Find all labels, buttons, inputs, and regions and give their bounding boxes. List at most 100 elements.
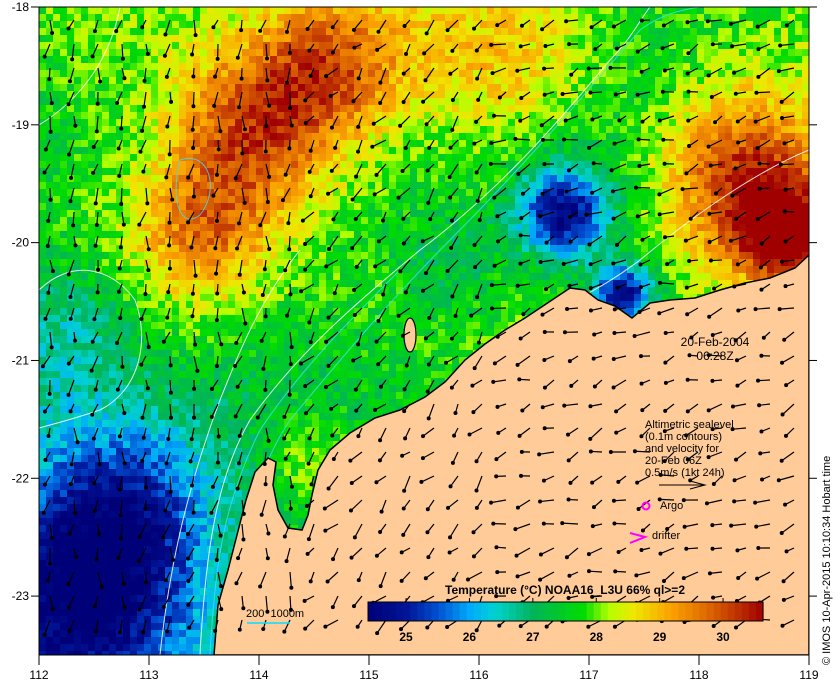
sst-cell <box>599 175 606 182</box>
sst-cell <box>697 259 704 266</box>
sst-cell <box>711 63 718 70</box>
sst-cell <box>382 140 389 147</box>
sst-cell <box>690 224 697 231</box>
sst-cell <box>494 7 501 14</box>
sst-cell <box>361 7 368 14</box>
sst-cell <box>424 147 431 154</box>
sst-cell <box>788 119 795 126</box>
sst-cell <box>179 98 186 105</box>
sst-cell <box>753 28 760 35</box>
sst-cell <box>725 56 732 63</box>
sst-cell <box>564 112 571 119</box>
sst-cell <box>788 28 795 35</box>
sst-cell <box>529 77 536 84</box>
sst-cell <box>501 308 508 315</box>
sst-cell <box>291 147 298 154</box>
sst-cell <box>354 273 361 280</box>
sst-cell <box>200 308 207 315</box>
sst-cell <box>347 98 354 105</box>
sst-cell <box>494 140 501 147</box>
sst-cell <box>767 217 774 224</box>
sst-cell <box>466 126 473 133</box>
sst-cell <box>277 196 284 203</box>
sst-cell <box>116 70 123 77</box>
sst-cell <box>501 14 508 21</box>
sst-cell <box>501 168 508 175</box>
sst-cell <box>592 203 599 210</box>
sst-cell <box>459 70 466 77</box>
sst-cell <box>774 175 781 182</box>
sst-cell <box>599 147 606 154</box>
sst-cell <box>270 231 277 238</box>
sst-cell <box>557 175 564 182</box>
sst-cell <box>438 287 445 294</box>
sst-cell <box>599 238 606 245</box>
sst-cell <box>725 273 732 280</box>
sst-cell <box>571 147 578 154</box>
sst-cell <box>592 147 599 154</box>
sst-cell <box>123 28 130 35</box>
sst-cell <box>333 182 340 189</box>
sst-cell <box>515 91 522 98</box>
sst-cell <box>732 182 739 189</box>
sst-cell <box>774 217 781 224</box>
sst-cell <box>172 231 179 238</box>
sst-cell <box>781 224 788 231</box>
sst-cell <box>109 91 116 98</box>
sst-cell <box>242 21 249 28</box>
sst-cell <box>746 266 753 273</box>
sst-cell <box>445 98 452 105</box>
sst-cell <box>389 7 396 14</box>
sst-cell <box>326 273 333 280</box>
sst-cell <box>284 266 291 273</box>
sst-cell <box>459 203 466 210</box>
sst-cell <box>620 140 627 147</box>
sst-cell <box>585 140 592 147</box>
sst-cell <box>158 105 165 112</box>
sst-cell <box>473 182 480 189</box>
sst-cell <box>151 252 158 259</box>
sst-cell <box>410 308 417 315</box>
sst-cell <box>438 210 445 217</box>
sst-cell <box>88 28 95 35</box>
sst-cell <box>613 217 620 224</box>
sst-cell <box>564 98 571 105</box>
sst-cell <box>529 70 536 77</box>
sst-cell <box>571 273 578 280</box>
sst-cell <box>270 168 277 175</box>
sst-cell <box>270 273 277 280</box>
sst-cell <box>648 287 655 294</box>
sst-cell <box>585 210 592 217</box>
sst-cell <box>697 196 704 203</box>
sst-cell <box>536 147 543 154</box>
sst-cell <box>452 28 459 35</box>
sst-cell <box>725 189 732 196</box>
sst-cell <box>417 224 424 231</box>
sst-cell <box>452 91 459 98</box>
sst-cell <box>529 224 536 231</box>
sst-cell <box>774 154 781 161</box>
sst-cell <box>137 224 144 231</box>
sst-cell <box>298 105 305 112</box>
sst-cell <box>760 84 767 91</box>
sst-cell <box>627 168 634 175</box>
sst-cell <box>466 252 473 259</box>
sst-cell <box>137 133 144 140</box>
sst-cell <box>53 98 60 105</box>
sst-cell <box>305 252 312 259</box>
sst-cell <box>634 154 641 161</box>
sst-cell <box>165 77 172 84</box>
sst-cell <box>249 98 256 105</box>
sst-cell <box>200 70 207 77</box>
sst-cell <box>291 196 298 203</box>
sst-cell <box>508 112 515 119</box>
sst-cell <box>172 301 179 308</box>
sst-cell <box>760 245 767 252</box>
sst-cell <box>424 70 431 77</box>
sst-cell <box>53 112 60 119</box>
sst-cell <box>403 203 410 210</box>
sst-cell <box>88 210 95 217</box>
sst-cell <box>410 63 417 70</box>
sst-cell <box>711 14 718 21</box>
sst-cell <box>312 259 319 266</box>
